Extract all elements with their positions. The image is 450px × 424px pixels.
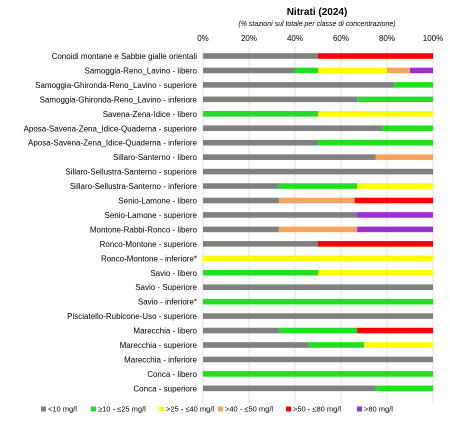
bar-segment (203, 284, 433, 290)
bar-segment (203, 269, 318, 276)
category-label: Marecchia - inferiore (124, 355, 197, 364)
bar-segment (364, 342, 433, 348)
category-label: Savio - Superiore (135, 283, 197, 292)
bar-segment (203, 168, 433, 175)
category-label: Samoggia-Reno_Lavino - libero (84, 66, 197, 75)
bar-segment (410, 67, 433, 74)
legend-swatch (159, 406, 164, 412)
bar-segment (318, 67, 387, 74)
bar-segment (375, 385, 433, 392)
bar-segment (357, 183, 433, 189)
chart-title: Nitrati (2024) (287, 7, 348, 18)
x-tick-label: 20% (241, 34, 257, 43)
bar-segment (357, 327, 433, 334)
bar-segment (278, 226, 358, 233)
category-label: Savio - inferiore* (138, 298, 197, 307)
bar-segment (203, 327, 279, 334)
legend-label: >50 - ≤80 mg/l (293, 405, 341, 414)
bar-segment (318, 269, 433, 276)
category-label: Marecchia - superiore (120, 341, 198, 350)
bar-segment (357, 212, 433, 218)
category-label: Conca - libero (147, 370, 197, 379)
category-label: Ronco-Montone - inferiore* (101, 254, 197, 263)
legend-label: >25 - ≤40 mg/l (166, 405, 214, 414)
bar-segment (203, 212, 358, 218)
category-label: Ronco-Montone - superiore (100, 240, 198, 249)
bar-segment (203, 96, 358, 103)
legend-label: ≥10 - ≤25 mg/l (98, 405, 146, 414)
legend-swatch (218, 406, 223, 412)
legend-label: >80 mg/l (364, 405, 393, 414)
category-label: Aposa-Savena-Zena_Idice-Quaderna - super… (24, 124, 198, 133)
category-label: Samoggia-Ghironda-Reno_Lavino - inferior… (40, 95, 198, 104)
category-label: Savena-Zena-Idice - libero (103, 110, 198, 119)
x-tick-label: 40% (287, 34, 303, 43)
category-label: Samoggia-Ghironda-Reno_Lavino - superior… (35, 81, 197, 90)
bar-segment (203, 241, 318, 247)
bar-segment (203, 53, 318, 59)
bar-segment (295, 67, 318, 74)
bar-series (203, 53, 433, 392)
bar-segment (203, 154, 376, 160)
bar-segment (278, 327, 358, 334)
category-labels: Conoidi montane e Sabbie gialle oriental… (24, 52, 198, 393)
bar-segment (375, 154, 433, 160)
category-label: Conoidi montane e Sabbie gialle oriental… (52, 52, 198, 61)
category-label: Montone-Rabbi-Ronco - libero (90, 225, 198, 234)
bar-segment (318, 241, 433, 247)
bar-segment (278, 183, 358, 189)
bar-segment (318, 53, 433, 59)
bar-segment (318, 139, 433, 146)
bar-segment (203, 82, 394, 88)
chart-subtitle: (% stazioni sul totale per classe di con… (238, 21, 395, 28)
category-label: Senio-Lamone - libero (118, 197, 197, 206)
bar-segment (203, 385, 376, 392)
category-label: Conca - superiore (133, 384, 197, 393)
bar-segment (203, 226, 279, 233)
bar-segment (203, 356, 433, 363)
bar-segment (393, 82, 433, 88)
category-label: Sillaro-Sellustra-Santerno - superiore (65, 168, 197, 177)
legend: <10 mg/l ≥10 - ≤25 mg/l >25 - ≤40 mg/l >40 … (41, 405, 393, 414)
bar-segment (308, 342, 364, 348)
bar-segment (203, 183, 279, 189)
x-tick-label: 100% (423, 34, 443, 43)
bar-segment (354, 197, 433, 204)
bar-segment (357, 226, 433, 233)
x-tick-label: 0% (197, 34, 209, 43)
bar-segment (203, 67, 295, 74)
bar-segment (203, 371, 433, 377)
bar-segment (203, 313, 433, 319)
legend-swatch (357, 406, 362, 412)
x-axis-ticks: 0% 20% 40% 60% 80% 100% (197, 34, 443, 43)
bar-segment (203, 342, 309, 348)
bar-segment (357, 96, 433, 103)
category-label: Savio - libero (150, 269, 197, 278)
bar-segment (382, 125, 433, 132)
x-tick-label: 60% (333, 34, 349, 43)
bar-segment (203, 111, 318, 117)
bar-segment (203, 255, 433, 262)
legend-swatch (41, 406, 46, 412)
bar-segment (203, 298, 433, 305)
category-label: Sillaro-Sellustra-Santerno - inferiore (70, 182, 198, 191)
x-tick-label: 80% (379, 34, 395, 43)
bar-segment (318, 111, 433, 117)
category-label: Sillaro-Santerno - libero (113, 153, 198, 162)
category-label: Marecchia - libero (133, 327, 197, 336)
legend-label: <10 mg/l (48, 405, 77, 414)
bar-segment (278, 197, 355, 204)
bar-segment (387, 67, 410, 74)
bar-segment (203, 125, 383, 132)
category-label: Pisciatello-Rubicone-Uso - superiore (67, 312, 197, 321)
bar-segment (203, 139, 318, 146)
bar-segment (203, 197, 279, 204)
legend-label: >40 - ≤50 mg/l (225, 405, 273, 414)
category-label: Senio-Lamone - superiore (105, 211, 198, 220)
category-label: Aposa-Savena-Zena_Idice-Quaderna - infer… (28, 139, 198, 148)
legend-swatch (91, 406, 96, 412)
legend-swatch (286, 406, 291, 412)
